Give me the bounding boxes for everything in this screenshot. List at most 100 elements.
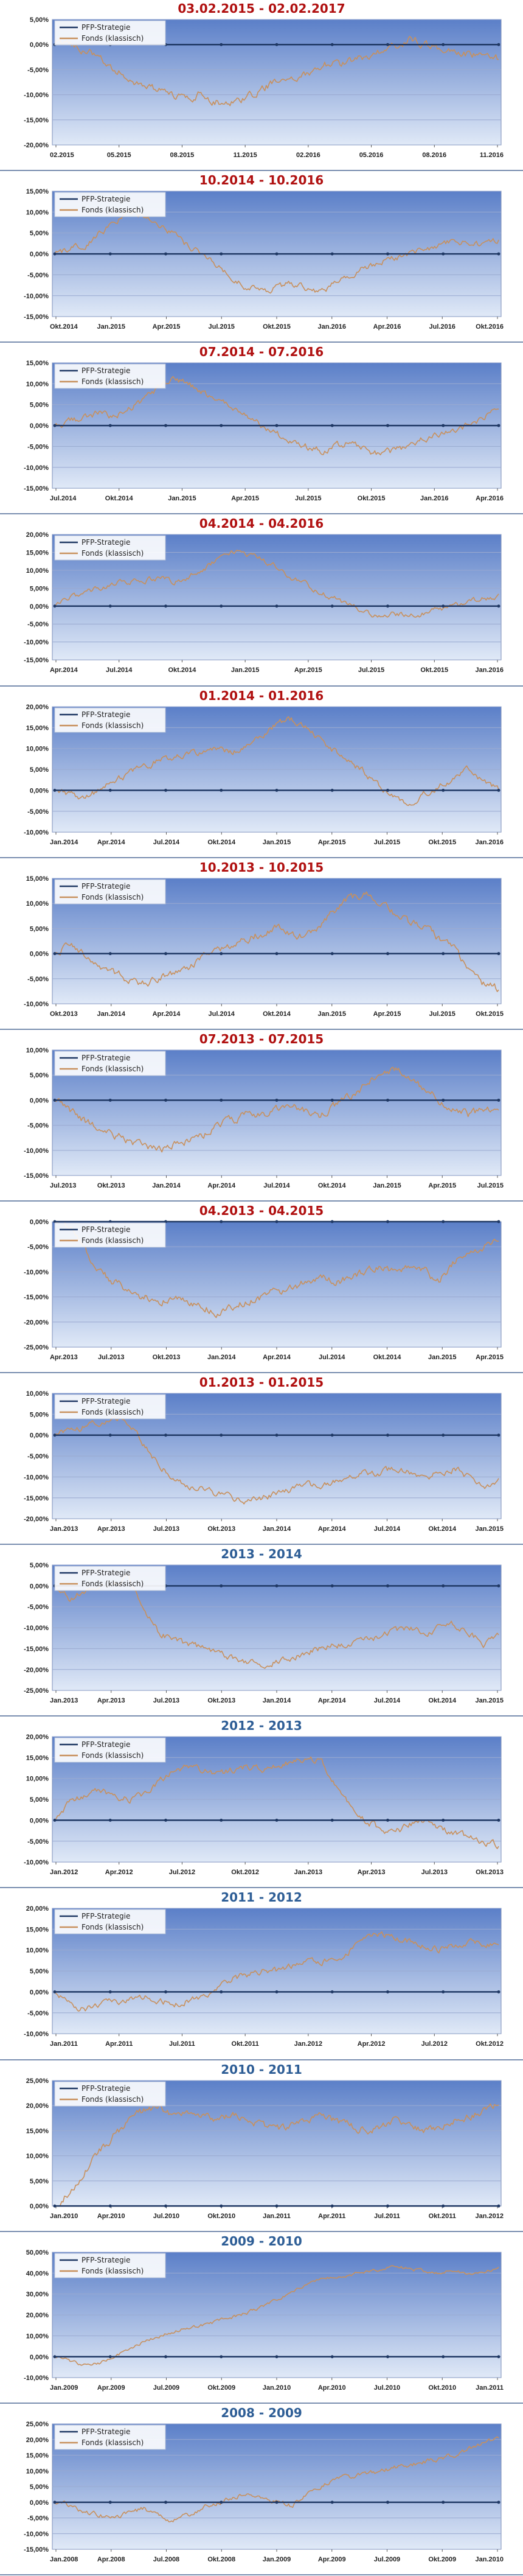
x-tick-label: Apr.2015 (373, 1010, 401, 1018)
legend (54, 1566, 166, 1591)
y-tick-label: 0,00% (30, 41, 49, 49)
series-marker-pfp-strategie (220, 2204, 223, 2208)
series-line-fonds (54, 376, 499, 456)
x-tick-label: 02.2015 (50, 152, 74, 159)
x-tick-label: Okt.2013 (153, 1354, 181, 1361)
x-tick-label: Apr.2014 (318, 1697, 347, 1704)
x-tick-label: Apr.2014 (318, 1525, 347, 1533)
x-tick-label: Okt.2015 (263, 323, 291, 331)
y-tick-label: 5,00% (30, 925, 49, 933)
series-marker-pfp-strategie (386, 1220, 389, 1223)
y-tick-label: -10,00% (24, 464, 49, 472)
series-marker-pfp-strategie (108, 788, 112, 792)
series-marker-pfp-strategie (53, 604, 57, 608)
series-marker-pfp-strategie (220, 1220, 223, 1223)
series-marker-pfp-strategie (386, 2204, 389, 2208)
legend-label-fonds: Fonds (klassisch) (81, 1751, 144, 1760)
series-marker-pfp-strategie (497, 1584, 500, 1588)
chart-title: 01.2013 - 01.2015 (199, 1375, 324, 1390)
x-tick-label: Okt.2008 (207, 2556, 235, 2563)
y-tick-label: 10,00% (26, 900, 49, 908)
series-marker-pfp-strategie (53, 1819, 57, 1822)
chart-panel: 03.02.2015 - 02.02.2017 5,00% 0,00% -5,00% -… (0, 0, 523, 172)
series-line-fonds (54, 35, 499, 107)
x-tick-label: Apr.2009 (318, 2556, 346, 2563)
legend-label-pfp-strategie: PFP-Strategie (81, 2084, 130, 2093)
y-tick-label: -10,00% (24, 293, 49, 300)
series-marker-pfp-strategie (108, 1433, 112, 1437)
x-tick-label: Okt.2015 (428, 839, 456, 846)
series-line-fonds (54, 2103, 499, 2207)
legend-label-pfp-strategie: PFP-Strategie (81, 2256, 130, 2264)
chart-panel: 2008 - 2009 25,00% 20,00% 15,00% 10,00% 5,00%… (0, 2404, 523, 2576)
y-tick-label: 5,00% (30, 402, 49, 409)
line-chart: 15,00% 10,00% 5,00% 0,00% -5,00% -10,00% -15,0… (24, 360, 504, 502)
series-line-fonds (54, 891, 499, 992)
series-line-fonds (54, 550, 499, 618)
series-marker-pfp-strategie (275, 43, 279, 46)
y-tick-label: 20,00% (26, 1734, 49, 1741)
y-tick-label: 10,00% (26, 2152, 49, 2160)
chart-panel: 04.2014 - 04.2016 20,00% 15,00% 10,00% 5,00%… (0, 515, 523, 687)
line-chart: 5,00%0,00%-5,00%-10,00%-15,00%-20,00%02.… (24, 16, 504, 159)
x-tick-label: Jan.2016 (318, 323, 346, 331)
y-tick-label: 10,00% (26, 1047, 49, 1054)
series-marker-pfp-strategie (220, 43, 223, 46)
y-tick-label: -5,00% (27, 2010, 49, 2017)
x-tick-label: Jan.2009 (263, 2556, 291, 2563)
x-tick-label: Apr.2014 (97, 839, 126, 846)
series-marker-pfp-strategie (442, 2501, 445, 2504)
chart-panel: 01.2013 - 01.2015 10,00% 5,00% 0,00% -5,00% -… (0, 1374, 523, 1545)
x-tick-label: Apr.2012 (358, 2041, 386, 2048)
x-tick-label: Okt.2013 (50, 1010, 78, 1018)
series-marker-pfp-strategie (220, 424, 223, 427)
y-tick-label: 15,00% (26, 2127, 49, 2135)
x-tick-label: Okt.2009 (428, 2556, 456, 2563)
x-tick-label: Okt.2013 (476, 1869, 504, 1876)
legend-label-pfp-strategie: PFP-Strategie (81, 1569, 130, 1577)
y-tick-label: -5,00% (27, 66, 49, 74)
series-marker-pfp-strategie (275, 1220, 279, 1223)
series-marker-pfp-strategie (108, 1098, 112, 1102)
series-marker-pfp-strategie (330, 951, 334, 955)
line-chart: 15,00% 10,00% 5,00% 0,00% -5,00% -10,00% -15,0… (24, 188, 504, 331)
series-marker-pfp-strategie (108, 604, 112, 608)
x-tick-label: Apr.2014 (153, 1010, 181, 1018)
x-tick-label: Jan.2010 (263, 2384, 291, 2392)
x-tick-label: Okt.2010 (207, 2213, 235, 2220)
x-tick-label: Okt.2014 (428, 1697, 457, 1704)
panel-separator (0, 1028, 523, 1030)
chart-panel: 2012 - 2013 20,00% 15,00% 10,00% 5,00% 0,00% -… (0, 1717, 523, 1889)
series-marker-pfp-strategie (53, 2204, 57, 2208)
x-tick-label: Jul.2015 (429, 1010, 455, 1018)
y-tick-label: 50,00% (26, 2249, 49, 2256)
x-tick-label: Okt.2012 (231, 1869, 259, 1876)
y-tick-label: 25,00% (26, 2077, 49, 2085)
series-marker-pfp-strategie (386, 252, 389, 256)
series-line-fonds (54, 1931, 499, 2012)
x-tick-label: Jan.2014 (50, 839, 78, 846)
series-marker-pfp-strategie (497, 1433, 500, 1437)
y-tick-label: 0,00% (30, 1583, 49, 1591)
chart-panel: 10.2013 - 10.2015 15,00% 10,00% 5,00% 0,00% -… (0, 859, 523, 1031)
series-marker-pfp-strategie (164, 1220, 168, 1223)
series-marker-pfp-strategie (164, 788, 168, 792)
y-tick-label: 20,00% (26, 2437, 49, 2444)
series-marker-pfp-strategie (386, 604, 389, 608)
series-marker-pfp-strategie (220, 2354, 223, 2358)
chart-title: 2008 - 2009 (221, 2405, 302, 2420)
series-marker-pfp-strategie (497, 788, 500, 792)
series-marker-pfp-strategie (497, 2204, 500, 2208)
legend-label-pfp-strategie: PFP-Strategie (81, 195, 130, 203)
series-marker-pfp-strategie (497, 252, 500, 256)
legend-label-fonds: Fonds (klassisch) (81, 893, 144, 901)
x-tick-label: Apr.2014 (207, 1182, 236, 1189)
y-tick-label: 15,00% (26, 360, 49, 367)
series-marker-pfp-strategie (442, 1220, 445, 1223)
series-marker-pfp-strategie (386, 1990, 389, 1994)
x-tick-label: Jan.2015 (428, 1354, 456, 1361)
series-line-fonds (54, 716, 499, 806)
series-marker-pfp-strategie (108, 1220, 112, 1223)
y-tick-label: -10,00% (24, 1859, 49, 1866)
x-tick-label: Jul.2009 (374, 2556, 400, 2563)
